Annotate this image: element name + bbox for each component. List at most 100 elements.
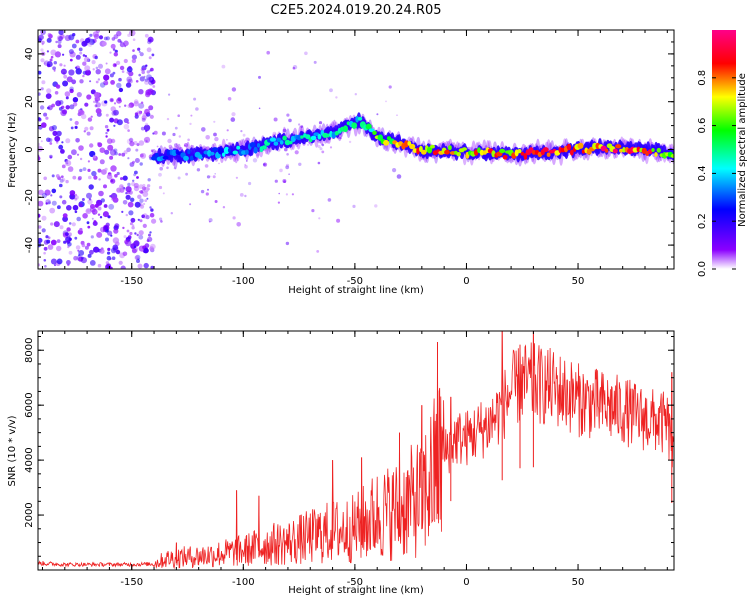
spectrogram-noise-dot	[396, 174, 402, 179]
spectrogram-noise-dot	[152, 132, 155, 135]
spectrogram-noise-dot	[61, 164, 66, 169]
spectrogram-noise-dot	[66, 260, 71, 265]
spectrogram-noise-dot	[91, 170, 97, 177]
spectrogram-noise-dot	[147, 39, 152, 45]
spectrogram-ridge-peak	[189, 155, 194, 161]
spectrogram-noise-dot	[239, 193, 244, 197]
spectrogram-noise-dot	[116, 171, 120, 176]
spectrogram-noise-dot	[93, 246, 100, 253]
spectrogram-noise-dot	[59, 183, 63, 188]
spectrogram-noise-dot	[146, 74, 152, 80]
spectrogram-noise-dot	[38, 263, 41, 267]
spectrogram-noise-dot	[121, 152, 126, 157]
spectrogram-noise-dot	[214, 173, 216, 175]
spectrogram-noise-dot	[118, 77, 122, 82]
spectrogram-noise-dot	[126, 229, 130, 233]
spectrogram-noise-dot	[318, 217, 321, 220]
spectrogram-noise-dot	[103, 80, 109, 86]
spectrogram-ridge-peak	[261, 145, 267, 150]
spectrogram-noise-dot	[70, 126, 74, 130]
spectrogram-noise-dot	[38, 145, 43, 152]
spectrogram-noise-dot	[376, 113, 379, 116]
spectrogram-noise-dot	[82, 167, 87, 172]
spectrogram-noise-dot	[166, 117, 170, 121]
spectrogram-noise-dot	[110, 165, 117, 172]
spectrogram-ridge-peak	[546, 152, 551, 157]
spectrogram-noise-dot	[115, 249, 121, 255]
spectrogram-ridge-peak	[456, 152, 462, 157]
spectrogram-noise-dot	[106, 128, 110, 132]
spectrogram-noise-dot	[122, 175, 128, 181]
spectrogram-noise-dot	[103, 36, 108, 41]
spectrogram-noise-dot	[132, 179, 135, 182]
spectrogram-noise-dot	[127, 157, 130, 160]
spectrogram-noise-dot	[43, 62, 46, 65]
spectrogram-noise-dot	[97, 78, 101, 81]
spectrogram-noise-dot	[110, 80, 115, 85]
spectrogram-noise-dot	[144, 108, 150, 115]
spectrogram-noise-dot	[71, 79, 77, 85]
spectrogram-noise-dot	[148, 233, 151, 237]
spectrogram-ridge-peak	[656, 147, 661, 153]
spectrogram-noise-dot	[109, 117, 115, 123]
spectrogram-noise-dot	[48, 34, 53, 39]
spectrogram-noise-dot	[62, 213, 68, 219]
spectrogram-noise-dot	[38, 142, 41, 147]
spectrogram-noise-dot	[84, 65, 91, 72]
spectrogram-noise-dot	[114, 49, 118, 53]
spectrogram-noise-dot	[158, 185, 163, 190]
spectrogram-noise-dot	[138, 190, 141, 193]
colorbar-tick-label: 0.2	[697, 213, 708, 229]
spectrogram-noise-dot	[156, 145, 159, 148]
spectrogram-noise-dot	[242, 133, 246, 137]
spectrogram-noise-dot	[149, 114, 154, 119]
spectrogram-y-tick-label: 20	[24, 95, 35, 108]
spectrogram-ridge-peak	[622, 147, 626, 153]
spectrogram-noise-dot	[50, 194, 53, 197]
spectrogram-noise-dot	[134, 255, 139, 260]
spectrogram-noise-dot	[87, 160, 90, 163]
spectrogram-noise-dot	[128, 65, 132, 70]
spectrogram-ridge-peak	[558, 146, 562, 154]
spectrogram-noise-dot	[143, 67, 146, 70]
spectrogram-noise-dot	[231, 155, 234, 158]
spectrogram-noise-dot	[146, 239, 150, 243]
spectrogram-noise-dot	[75, 245, 81, 250]
spectrogram-noise-dot	[319, 147, 323, 151]
spectrogram-noise-dot	[109, 266, 113, 269]
spectrogram-x-tick-label: -100	[232, 276, 255, 287]
spectrogram-noise-dot	[204, 164, 209, 168]
spectrogram-noise-dot	[229, 142, 232, 145]
spectrogram-ridge-peak	[288, 140, 293, 145]
spectrogram-noise-dot	[278, 192, 281, 195]
spectrogram-ridge-peak	[448, 145, 452, 151]
spectrogram-noise-dot	[130, 217, 136, 223]
spectrogram-ridge-peak	[462, 147, 467, 151]
spectrogram-noise-dot	[43, 246, 48, 251]
spectrogram-ridge-peak	[171, 149, 177, 156]
spectrogram-ridge-peak	[670, 154, 674, 158]
spectrogram-noise-dot	[38, 156, 41, 161]
spectrogram-noise-dot	[209, 175, 212, 178]
spectrogram-noise-dot	[149, 231, 152, 234]
spectrogram-noise-dot	[292, 65, 298, 70]
spectrogram-noise-dot	[141, 186, 147, 191]
spectrogram-noise-dot	[43, 251, 46, 255]
spectrogram-noise-dot	[321, 150, 325, 154]
spectrogram-noise-dot	[134, 170, 138, 175]
spectrogram-noise-dot	[105, 36, 110, 41]
spectrogram-ridge-peak	[282, 135, 287, 141]
spectrogram-noise-dot	[137, 194, 142, 199]
spectrogram-noise-dot	[114, 174, 118, 178]
spectrogram-noise-dot	[56, 245, 62, 252]
spectrogram-noise-dot	[53, 69, 56, 72]
spectrogram-noise-dot	[200, 189, 205, 194]
spectrogram-noise-dot	[56, 258, 63, 265]
spectrogram-noise-dot	[138, 73, 141, 77]
spectrogram-noise-dot	[43, 112, 48, 117]
spectrogram-noise-dot	[38, 237, 43, 243]
snr-y-tick-label: 8000	[24, 338, 35, 363]
spectrogram-ridge-peak	[619, 148, 624, 153]
spectrogram-y-axis-label: Frequency (Hz)	[7, 112, 18, 188]
spectrogram-noise-dot	[84, 102, 89, 107]
